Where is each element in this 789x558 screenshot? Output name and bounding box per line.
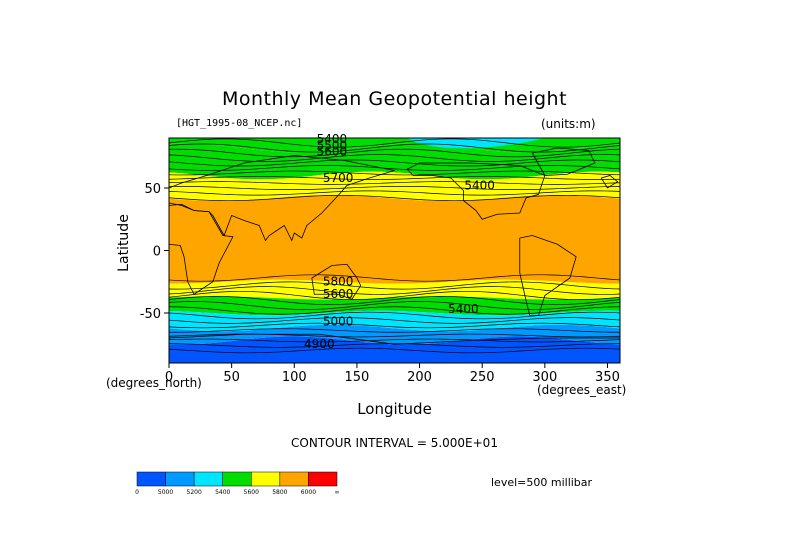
contour-label: 5400 (464, 178, 495, 192)
x-tick-label: 150 (345, 370, 370, 385)
contour-label: 5000 (323, 315, 354, 329)
x-axis-sublabel: (degrees_east) (537, 383, 627, 397)
colorbar-label: 5000 (158, 489, 173, 496)
colorbar-swatch (136, 471, 166, 487)
contour-line (168, 338, 621, 343)
band-5200-5400-north (407, 138, 545, 149)
band-5600-5800 (169, 279, 620, 300)
axes: 0 50 100 150 200 250 300 350 50 0 -50 (140, 182, 620, 385)
band-5000-5200 (169, 324, 620, 345)
colorbar-swatch (165, 471, 195, 487)
band-5800-6000 (169, 195, 620, 284)
x-tick-label: 200 (407, 370, 432, 385)
colorbar: 0 5000 5200 5400 5600 5800 6000 ∞ (135, 471, 340, 496)
contour-line (168, 170, 621, 176)
contour-line (168, 274, 621, 282)
y-tick-label: -50 (140, 307, 161, 322)
y-tick-label: 0 (153, 245, 161, 260)
coastline (168, 155, 395, 242)
units-label: (units:m) (541, 117, 596, 131)
contour-label: 5400 (448, 302, 479, 316)
colorbar-label: 5400 (215, 489, 230, 496)
colorbar-swatch (279, 471, 309, 487)
contour-line (168, 148, 621, 158)
coastline (168, 203, 234, 295)
x-tick-label: 100 (282, 370, 307, 385)
y-axis-sublabel: (degrees_north) (106, 376, 202, 390)
contour-line (168, 306, 621, 315)
band-5200-5400 (169, 310, 620, 332)
colorbar-label: 5800 (272, 489, 287, 496)
contour-line (168, 138, 621, 148)
contour-line (168, 343, 621, 348)
colorbar-label: ∞ (335, 489, 340, 496)
contour-line (168, 159, 621, 167)
x-tick-label: 50 (223, 370, 240, 385)
contour-line (168, 286, 621, 295)
chart-title: Monthly Mean Geopotential height (221, 88, 568, 110)
contour-label: 5800 (323, 275, 354, 289)
contour-line (168, 311, 621, 320)
x-tick-label: 300 (532, 370, 557, 385)
band-5400-5600 (169, 143, 620, 180)
colorbar-label: 5200 (187, 489, 202, 496)
contour-line (168, 301, 621, 310)
contour-line (168, 281, 621, 290)
contour-label: 5600 (323, 287, 354, 301)
contour-line (168, 181, 621, 185)
coastline (600, 175, 619, 189)
contour-line (168, 190, 621, 196)
contour-line (168, 176, 621, 180)
contour-interval-label: CONTOUR INTERVAL = 5.000E+01 (291, 436, 498, 450)
x-tick-label: 350 (595, 370, 620, 385)
colorbar-swatch (193, 471, 223, 487)
coastline (531, 147, 596, 176)
y-tick-label: 50 (144, 182, 161, 197)
contour-line (168, 143, 621, 153)
contour-label: 5700 (323, 171, 354, 185)
coastlines (168, 147, 620, 345)
contour-line (168, 154, 621, 162)
contour-label: 5400 (317, 132, 348, 146)
colorbar-swatch (308, 471, 338, 487)
coastline (311, 263, 362, 300)
contour-line (168, 347, 621, 354)
coastline (168, 333, 620, 345)
contour-line (168, 186, 621, 190)
colorbar-label: 6000 (301, 489, 316, 496)
x-tick-label: 0 (165, 370, 173, 385)
contour-line (168, 296, 621, 305)
contour-line (168, 165, 621, 171)
contour-label: 4900 (304, 337, 335, 351)
file-label: [HGT_1995-08_NCEP.nc] (176, 118, 303, 129)
contour-line (168, 317, 621, 324)
coastline (406, 162, 546, 220)
colorbar-swatch (222, 471, 252, 487)
contour-line (168, 194, 621, 202)
contour-line (168, 328, 621, 333)
contour-lines (168, 138, 621, 354)
contour-line (168, 291, 621, 300)
x-tick-label: 250 (470, 370, 495, 385)
contour-line (168, 322, 621, 329)
coastline (519, 235, 577, 316)
colorbar-label: 5600 (244, 489, 259, 496)
colorbar-label: 0 (135, 489, 139, 496)
x-axis-label: Longitude (357, 400, 432, 418)
band-0-5000 (169, 336, 620, 363)
level-label: level=500 millibar (491, 476, 593, 489)
contour-label: 5500 (317, 138, 348, 152)
colorbar-swatch (251, 471, 281, 487)
y-axis-label: Latitude (116, 214, 132, 272)
contour-label: 5600 (317, 145, 348, 159)
